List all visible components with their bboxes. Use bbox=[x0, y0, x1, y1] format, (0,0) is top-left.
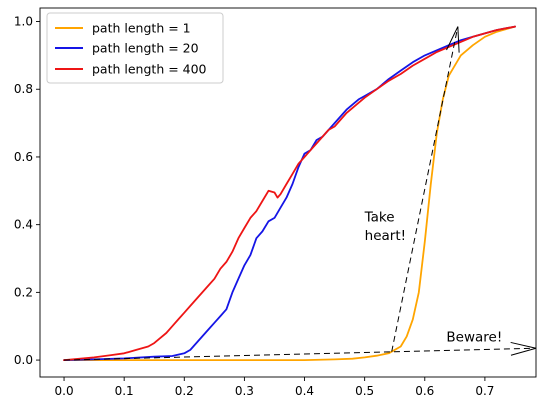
y-tick-label: 0.2 bbox=[14, 285, 33, 299]
x-tick-label: 0.7 bbox=[475, 384, 494, 398]
series-line-3 bbox=[63, 25, 516, 362]
x-tick-label: 0.2 bbox=[175, 384, 194, 398]
x-tick-label: 0.6 bbox=[415, 384, 434, 398]
x-tick-label: 0.4 bbox=[295, 384, 314, 398]
x-tick-label: 0.0 bbox=[55, 384, 74, 398]
legend-label-series-1: path length = 1 bbox=[92, 21, 191, 36]
y-tick-label: 0.6 bbox=[14, 150, 33, 164]
legend-label-series-2: path length = 20 bbox=[92, 41, 199, 56]
annotations: Take heart! Beware! bbox=[364, 209, 503, 345]
x-axis: 0.0 0.1 0.2 0.3 0.4 0.5 0.6 0.7 bbox=[55, 377, 494, 398]
plot-frame bbox=[39, 7, 537, 378]
x-tick-label: 0.5 bbox=[355, 384, 374, 398]
series-layer bbox=[63, 25, 516, 362]
y-axis: 0.0 0.2 0.4 0.6 0.8 1.0 bbox=[14, 15, 40, 367]
x-tick-label: 0.3 bbox=[235, 384, 254, 398]
y-tick-label: 1.0 bbox=[14, 15, 33, 29]
arrow-head-1 bbox=[446, 26, 460, 53]
legend-label-series-3: path length = 400 bbox=[92, 62, 207, 77]
annotation-take: Take bbox=[364, 209, 395, 225]
x-tick-label: 0.1 bbox=[115, 384, 134, 398]
annotation-beware: Beware! bbox=[446, 329, 502, 345]
legend: path length = 1 path length = 20 path le… bbox=[46, 12, 224, 84]
legend-box bbox=[46, 12, 224, 84]
y-tick-label: 0.8 bbox=[14, 82, 33, 96]
annotation-heart: heart! bbox=[365, 228, 406, 244]
series-line-1 bbox=[63, 25, 516, 362]
y-tick-label: 0.4 bbox=[14, 218, 33, 232]
arrow-line-2 bbox=[64, 347, 537, 361]
series-line-2 bbox=[63, 25, 516, 362]
y-tick-label: 0.0 bbox=[14, 353, 33, 367]
arrow-line-1 bbox=[391, 26, 459, 352]
